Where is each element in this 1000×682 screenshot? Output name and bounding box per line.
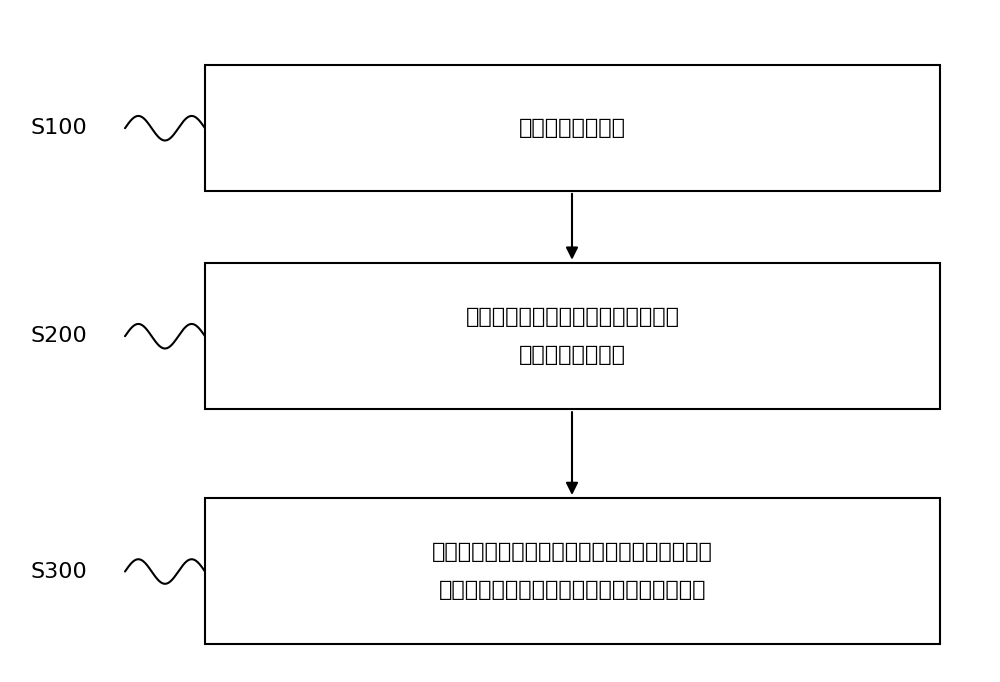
Text: 获取电压输入信号: 获取电压输入信号 — [519, 118, 626, 138]
Bar — [205, 65, 940, 191]
Text: 输出特性电压信号: 输出特性电压信号 — [519, 344, 626, 365]
Text: S100: S100 — [30, 118, 87, 138]
Bar — [205, 498, 940, 644]
Text: 制，其中特性电压信号与电弧电压成比例关系: 制，其中特性电压信号与电弧电压成比例关系 — [439, 580, 706, 600]
Text: 对电压输入信号进行误差放大处理，: 对电压输入信号进行误差放大处理， — [466, 307, 680, 327]
Text: S300: S300 — [30, 561, 87, 582]
Bar — [205, 263, 940, 409]
Text: 根据特性电压信号对焊机输出的电弧电压进行控: 根据特性电压信号对焊机输出的电弧电压进行控 — [432, 542, 713, 563]
Text: S200: S200 — [30, 326, 87, 346]
